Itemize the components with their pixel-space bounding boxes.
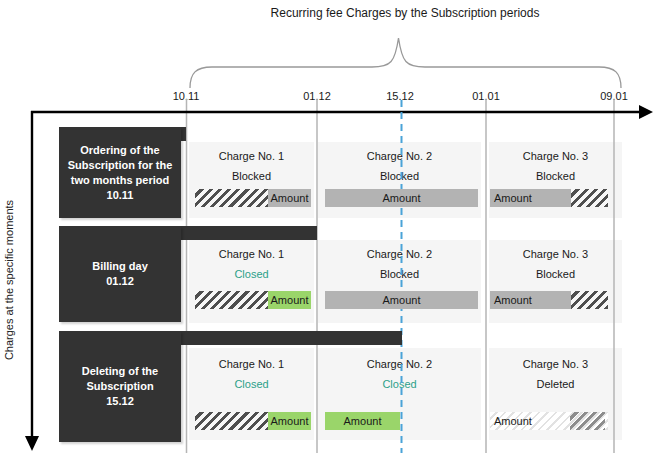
row-label-ordering: Ordering of the Subscription for the two… [59, 127, 181, 218]
amount-bar-hatch [195, 189, 268, 207]
charge-title: Charge No. 3 [489, 348, 622, 370]
amount-bar-hatch [195, 291, 268, 309]
amount-label: Amount [268, 412, 311, 430]
amount-bar: Amount [490, 412, 608, 430]
charge-title: Charge No. 2 [318, 240, 481, 260]
charge-status: Closed [318, 378, 481, 390]
charge-panel: Charge No. 1 Closed [189, 240, 314, 323]
date-label-01-12: 01.12 [295, 90, 339, 102]
date-label-15-12: 15.12 [378, 90, 422, 102]
charge-status: Blocked [489, 268, 622, 280]
date-label-10-11: 10.11 [164, 90, 208, 102]
y-axis-label: Charges at the specific moments [3, 195, 17, 365]
amount-bar-hatch [571, 291, 608, 309]
amount-bar: Amount [325, 189, 478, 207]
charge-status: Blocked [318, 268, 481, 280]
amount-bar: Amount [490, 189, 608, 207]
charge-status: Closed [189, 378, 314, 390]
date-label-01-01: 01.01 [464, 90, 508, 102]
amount-bar-hatch [195, 412, 268, 430]
charge-status: Blocked [189, 170, 314, 182]
subscription-period-brace [190, 38, 621, 88]
charge-status: Blocked [318, 170, 481, 182]
moments-axis-arrowhead-icon [25, 436, 39, 451]
amount-bar: Amount [195, 189, 311, 207]
diagram-canvas: Recurring fee Charges by the Subscriptio… [0, 0, 654, 453]
amount-label: Amount [490, 189, 571, 207]
amount-label: Amount [325, 189, 478, 207]
amount-label: Amount [325, 291, 478, 309]
amount-bar-hatch [571, 189, 608, 207]
amount-bar: Amount [195, 412, 311, 430]
amount-bar: Amount [325, 412, 400, 430]
row-label-billing-day: Billing day 01.12 [59, 226, 181, 322]
diagram-title: Recurring fee Charges by the Subscriptio… [150, 6, 654, 20]
charge-panel: Charge No. 3 Blocked [489, 240, 622, 323]
charge-panel: Charge No. 2 Blocked [318, 240, 481, 323]
amount-bar: Amount [195, 291, 311, 309]
amount-bar: Amount [490, 291, 608, 309]
amount-label: Amount [490, 291, 571, 309]
amount-label: Amount [268, 189, 311, 207]
charge-title: Charge No. 1 [189, 348, 314, 370]
amount-bar: Amount [325, 291, 478, 309]
charge-title: Charge No. 1 [189, 142, 314, 162]
charge-title: Charge No. 3 [489, 240, 622, 260]
amount-label: Amount [268, 291, 311, 309]
date-label-09-01: 09.01 [592, 90, 636, 102]
charge-title: Charge No. 2 [318, 142, 481, 162]
charge-status: Closed [189, 268, 314, 280]
charge-status: Deleted [489, 378, 622, 390]
amount-label: Amount [325, 412, 400, 430]
amount-bar-hatch [570, 412, 605, 430]
charge-status: Blocked [489, 170, 622, 182]
charge-title: Charge No. 1 [189, 240, 314, 260]
charge-title: Charge No. 3 [489, 142, 622, 162]
charge-title: Charge No. 2 [318, 348, 481, 370]
timeline-axis-arrowhead-icon [639, 105, 653, 119]
row-label-deleting: Deleting of the Subscription 15.12 [59, 331, 181, 442]
